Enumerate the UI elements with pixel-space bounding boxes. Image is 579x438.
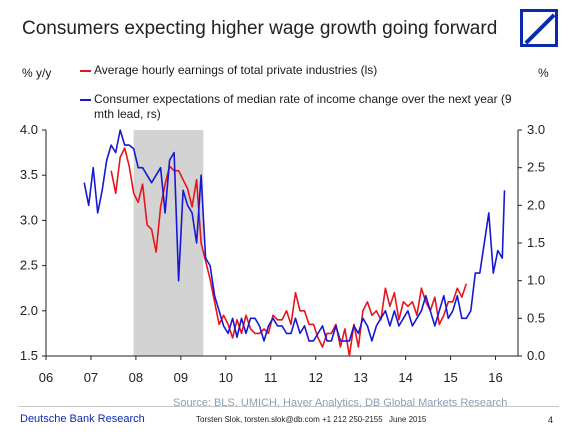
left-axis-unit: % y/y — [22, 66, 52, 80]
deutsche-bank-logo — [520, 9, 558, 47]
footer-date: June 2015 — [389, 415, 427, 424]
y-left-tick-label: 4.0 — [20, 122, 38, 137]
line-chart: 4.0 3.5 3.0 2.5 2.0 1.5 3.0 2.5 2.0 1.5 1.0 0.5 0.0 0… — [20, 122, 545, 385]
footer-author: Torsten Slok, torsten.slok@db.com +1 212… — [196, 415, 383, 424]
y-right-tick-label: 2.0 — [527, 197, 545, 212]
y-right-tick-label: 1.0 — [527, 273, 545, 288]
x-tick-label: 06 — [39, 370, 53, 385]
y-right-tick-label: 0.0 — [527, 348, 545, 363]
y-right-tick-label: 1.5 — [527, 235, 545, 250]
legend-swatch-expectations — [80, 99, 91, 101]
x-tick-label: 11 — [264, 370, 278, 385]
chart-title: Consumers expecting higher wage growth g… — [22, 18, 498, 39]
legend-label-earnings: Average hourly earnings of total private… — [94, 63, 378, 77]
x-tick-label: 08 — [129, 370, 143, 385]
y-right-tick-label: 3.0 — [527, 122, 545, 137]
x-tick-label: 07 — [84, 370, 98, 385]
legend-label-expectations: Consumer expectations of median rate of … — [94, 92, 512, 121]
series-line-expectations — [83, 129, 506, 342]
x-tick-label: 13 — [353, 370, 367, 385]
y-left-tick-label: 3.5 — [20, 167, 38, 182]
footer-org: Deutsche Bank Research — [20, 413, 145, 425]
footer-page-number: 4 — [548, 415, 554, 425]
footer-divider — [18, 406, 559, 407]
x-tick-label: 10 — [219, 370, 233, 385]
x-tick-label: 09 — [174, 370, 188, 385]
series-line-earnings — [110, 147, 468, 357]
y-left-tick-label: 2.0 — [20, 303, 38, 318]
y-right-tick-label: 0.5 — [527, 310, 545, 325]
y-left-tick-label: 2.5 — [20, 258, 38, 273]
x-tick-label: 14 — [398, 370, 412, 385]
x-tick-label: 16 — [488, 370, 502, 385]
right-axis-unit: % — [538, 66, 549, 80]
x-tick-label: 15 — [443, 370, 457, 385]
legend-swatch-earnings — [80, 70, 91, 72]
y-left-tick-label: 3.0 — [20, 212, 38, 227]
y-right-tick-label: 2.5 — [527, 160, 545, 175]
x-tick-label: 12 — [308, 370, 322, 385]
y-left-tick-label: 1.5 — [20, 348, 38, 363]
